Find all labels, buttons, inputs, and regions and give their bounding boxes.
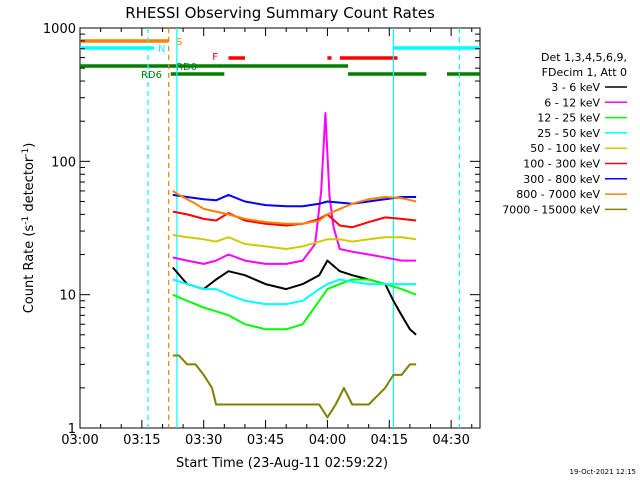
legend-label-300-800-kev: 300 - 800 keV [523, 173, 600, 186]
flag-label-s: S [176, 37, 182, 48]
y-tick-label: 10 [59, 289, 76, 304]
y-axis-label-sup2: -1 [21, 148, 31, 157]
legend-label-50-100-kev: 50 - 100 keV [530, 142, 600, 155]
series-line-50-100-kev [172, 234, 417, 250]
y-axis-label-mid: detector [22, 156, 37, 216]
legend-label-800-7000-kev: 800 - 7000 keV [516, 188, 600, 201]
y-axis-label-sup: -1 [21, 216, 31, 225]
x-tick-label: 03:15 [123, 433, 160, 448]
x-tick-label: 04:30 [432, 433, 469, 448]
legend: 3 - 6 keV 6 - 12 keV 12 - 25 keV 25 - 50 ke… [502, 81, 627, 216]
y-axis-label-main: Count Rate (s [22, 225, 37, 314]
legend-subtitle: FDecim 1, Att 0 [542, 66, 627, 79]
y-tick-label: 100 [51, 155, 76, 170]
series-line-6-12-kev [172, 112, 417, 265]
x-tick-label: 03:45 [247, 433, 284, 448]
legend-label-3-6-kev: 3 - 6 keV [551, 81, 600, 94]
chart-title: RHESSI Observing Summary Count Rates [125, 4, 435, 22]
legend-label-6-12-kev: 6 - 12 keV [544, 96, 600, 109]
series-layer [172, 112, 417, 419]
series-line-300-800-kev [172, 193, 417, 208]
y-ticks: 1 10 100 1000 [43, 22, 480, 437]
plot-frame [79, 27, 481, 429]
x-tick-label: 03:30 [185, 433, 222, 448]
flags-layer: SN F RD0 RD6 [80, 37, 480, 81]
flag-label-f: F [212, 52, 218, 63]
series-line-12-25-kev [172, 278, 417, 331]
vlines-layer [147, 28, 460, 428]
x-tick-label: 04:15 [371, 433, 408, 448]
y-axis-label-end: ) [22, 143, 37, 148]
y-axis-label: Count Rate (s-1 detector-1) [21, 143, 37, 314]
series-line-7000-15000-kev [172, 354, 417, 419]
y-tick-label: 1000 [43, 22, 76, 37]
x-tick-label: 04:00 [309, 433, 346, 448]
x-axis-label: Start Time (23-Aug-11 02:59:22) [176, 456, 388, 471]
series-line-25-50-kev [172, 278, 417, 306]
series-line-100-300-kev [172, 210, 417, 229]
legend-label-100-300-kev: 100 - 300 keV [523, 158, 600, 171]
flag-label-rd6: RD6 [141, 70, 162, 81]
x-ticks: 03:00 03:15 03:30 03:45 04:00 04:15 04:30 [61, 28, 473, 448]
x-tick-label: 03:00 [61, 433, 98, 448]
legend-label-25-50-kev: 25 - 50 keV [537, 127, 600, 140]
timestamp: 19-Oct-2021 12:15 [570, 468, 636, 476]
series-line-800-7000-kev [172, 190, 417, 225]
legend-label-7000-15000-kev: 7000 - 15000 keV [502, 203, 600, 216]
legend-label-12-25-kev: 12 - 25 keV [537, 112, 600, 125]
series-line-3-6-kev [172, 259, 417, 336]
y-tick-label: 1 [68, 422, 76, 437]
flag-label-n: N [158, 44, 165, 55]
flag-label-rd0: RD0 [176, 62, 197, 73]
legend-title: Det 1,3,4,5,6,9, [541, 51, 627, 64]
